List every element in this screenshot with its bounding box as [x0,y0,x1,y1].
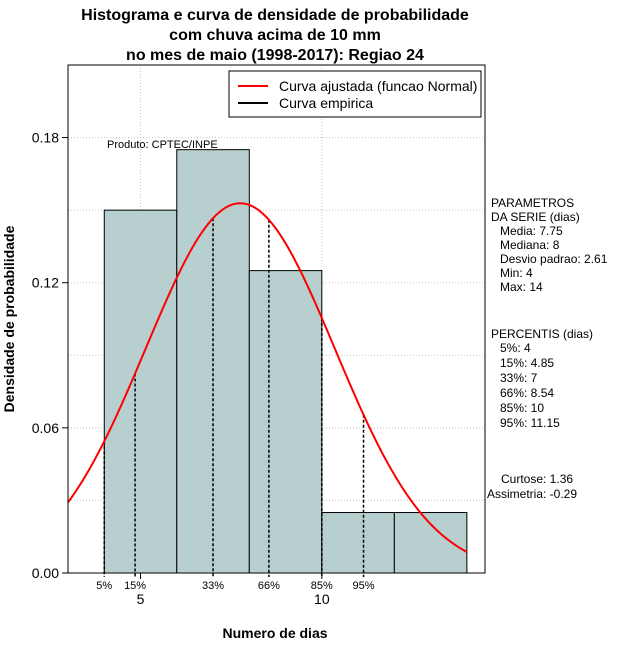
title-line-2: com chuva acima de 10 mm [169,27,381,44]
y-tick-label: 0.00 [32,565,59,581]
title-line-3: no mes de maio (1998-2017): Regiao 24 [126,47,424,64]
percentis-item: 95%: 11.15 [500,416,560,430]
percentile-label-4: 66% [258,580,280,592]
legend-box [228,70,482,118]
histogram-bar-1 [103,209,178,574]
legend-label-1: Curva ajustada (funcao Normal) [279,78,477,94]
y-axis-label: Densidade de probabilidade [1,225,17,412]
histogram-bar-3 [248,270,323,574]
x-tick-label: 10 [314,591,330,607]
assimetria-stat: Assimetria: -0.29 [487,487,577,501]
y-tick-label: 0.06 [32,420,59,436]
percentis-item: 5%: 4 [500,341,531,355]
axes: 0.00 0.06 0.12 0.18 5 10 Numero de dias Densida… [1,130,330,641]
y-tick-label: 0.12 [32,275,59,291]
parametros-item: Media: 7.75 [500,224,563,238]
percentis-item: 15%: 4.85 [500,356,554,370]
plot-frame [67,64,486,574]
x-axis-label: Numero de dias [222,625,327,641]
histogram-bar-4 [321,512,395,574]
percentile-label-1: 5% [96,580,112,592]
percentis-item: 66%: 8.54 [500,386,554,400]
percentile-label-5: 85% [311,580,333,592]
percentile-label-6: 95% [353,580,375,592]
normal-curve-line [67,202,468,553]
histogram-bar-5 [393,512,468,574]
percentile-lines: 5% 15% 33% 66% 85% 95% [96,218,375,592]
parametros-item: Min: 4 [500,266,533,280]
y-tick-label: 0.18 [32,130,59,146]
percentis-heading: PERCENTIS (dias) [491,327,593,341]
percentile-label-3: 33% [202,580,224,592]
parametros-item: Desvio padrao: 2.61 [500,252,608,266]
chart-title: Histograma e curva de densidade de proba… [81,7,469,64]
percentis-item: 85%: 10 [500,401,544,415]
legend: Curva ajustada (funcao Normal)Curva empi… [228,70,482,118]
normal-curve [67,202,468,553]
legend-label-2: Curva empirica [279,95,373,111]
title-line-1: Histograma e curva de densidade de proba… [81,7,469,24]
percentis-item: 33%: 7 [500,371,538,385]
parametros-item: Max: 14 [500,280,543,294]
curtose-stat: Curtose: 1.36 [501,472,573,486]
parametros-heading: PARAMETROS [491,196,574,210]
product-label: Produto: CPTEC/INPE [107,139,218,151]
x-tick-label: 5 [137,591,145,607]
histogram-bars [103,149,468,574]
parametros-heading: DA SERIE (dias) [491,210,580,224]
parametros-item: Mediana: 8 [500,238,560,252]
percentile-label-2: 15% [124,580,146,592]
